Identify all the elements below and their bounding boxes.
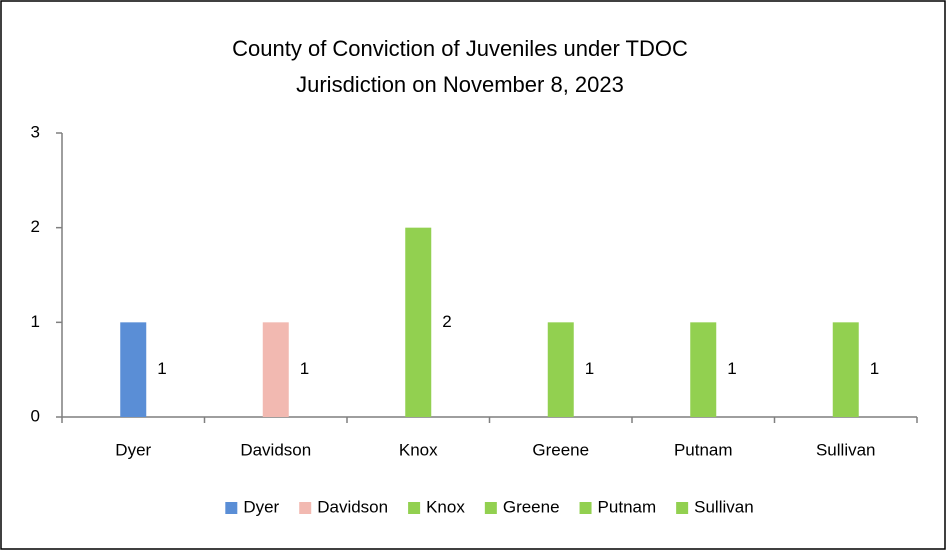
legend-label: Davidson bbox=[317, 497, 388, 516]
data-label: 1 bbox=[727, 359, 736, 378]
bar bbox=[832, 322, 859, 417]
y-tick-label: 3 bbox=[31, 122, 40, 141]
chart-title: Jurisdiction on November 8, 2023 bbox=[296, 72, 624, 97]
legend-label: Greene bbox=[503, 497, 560, 516]
bar bbox=[405, 227, 432, 417]
legend-swatch bbox=[676, 502, 689, 514]
x-tick-label: Putnam bbox=[674, 440, 733, 459]
x-tick-label: Dyer bbox=[115, 440, 151, 459]
data-label: 1 bbox=[157, 359, 166, 378]
legend-label: Knox bbox=[426, 497, 465, 516]
legend-label: Putnam bbox=[598, 497, 657, 516]
legend-swatch bbox=[579, 502, 592, 514]
legend-swatch bbox=[299, 502, 312, 514]
data-label: 1 bbox=[585, 359, 594, 378]
bar bbox=[262, 322, 289, 417]
legend-label: Dyer bbox=[243, 497, 279, 516]
x-tick-label: Greene bbox=[532, 440, 589, 459]
bar bbox=[690, 322, 717, 417]
y-tick-label: 0 bbox=[31, 406, 40, 425]
bar bbox=[120, 322, 147, 417]
legend-swatch bbox=[484, 502, 497, 514]
x-tick-label: Knox bbox=[399, 440, 438, 459]
bar bbox=[547, 322, 574, 417]
legend-swatch bbox=[408, 502, 421, 514]
data-label: 1 bbox=[300, 359, 309, 378]
x-tick-label: Davidson bbox=[240, 440, 311, 459]
x-tick-label: Sullivan bbox=[816, 440, 876, 459]
legend-swatch bbox=[225, 502, 238, 514]
chart-title: County of Conviction of Juveniles under … bbox=[232, 36, 688, 61]
y-tick-label: 1 bbox=[31, 312, 40, 331]
legend-label: Sullivan bbox=[694, 497, 754, 516]
y-tick-label: 2 bbox=[31, 217, 40, 236]
data-label: 2 bbox=[442, 312, 451, 331]
data-label: 1 bbox=[870, 359, 879, 378]
